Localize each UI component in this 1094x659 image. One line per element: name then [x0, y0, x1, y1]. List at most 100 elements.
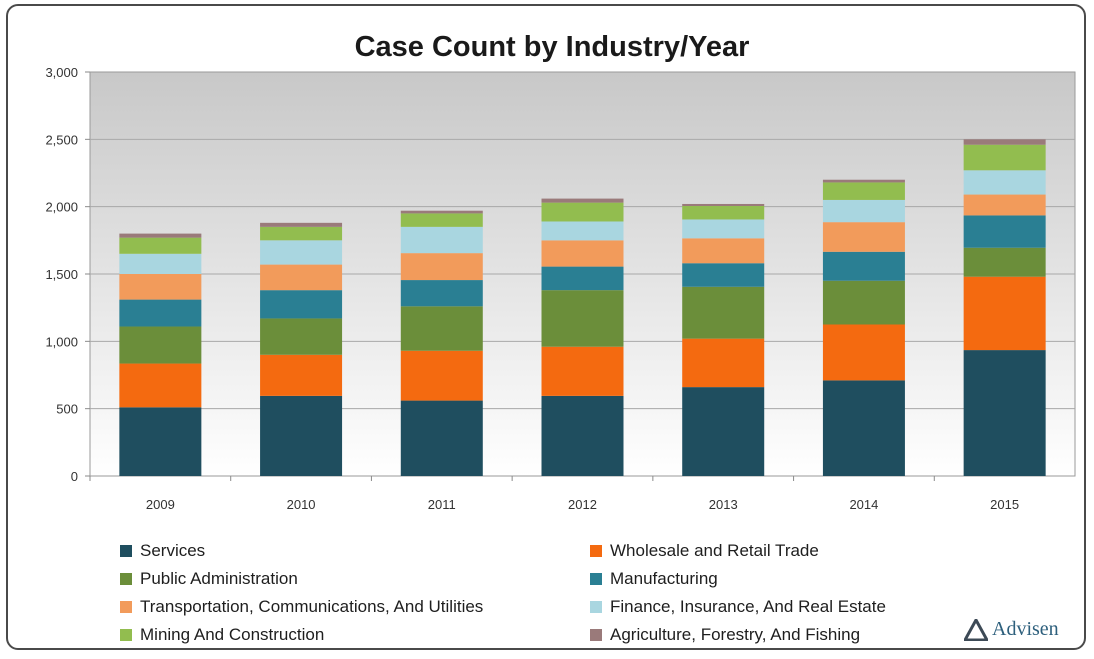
bar-segment — [822, 251, 905, 281]
bar-segment — [822, 182, 905, 200]
legend-swatch — [590, 572, 602, 585]
bar-segment — [963, 247, 1046, 277]
x-tick-label: 2014 — [849, 497, 878, 512]
bar-segment — [822, 280, 905, 325]
bar-segment — [822, 380, 905, 476]
bar-segment — [119, 274, 202, 300]
bar-segment — [541, 395, 624, 476]
bar-segment — [963, 194, 1046, 216]
legend-swatch — [120, 600, 132, 613]
bar-segment — [822, 179, 905, 183]
bar-segment — [682, 263, 765, 287]
bar-segment — [822, 199, 905, 223]
legend-item: Agriculture, Forestry, And Fishing — [590, 622, 1060, 647]
bar-segment — [682, 203, 765, 206]
y-tick-label: 3,000 — [45, 65, 78, 80]
x-tick-label: 2009 — [146, 497, 175, 512]
legend-item: Public Administration — [120, 566, 590, 591]
bar-segment — [119, 326, 202, 364]
legend-item: Manufacturing — [590, 566, 1060, 591]
bar-segment — [963, 350, 1046, 476]
bar-segment — [963, 144, 1046, 171]
bar-segment — [400, 306, 483, 351]
y-tick-label: 2,500 — [45, 132, 78, 147]
bar-segment — [682, 205, 765, 220]
bar-segment — [119, 407, 202, 476]
brand-name: Advisen — [992, 618, 1059, 640]
bar-segment — [260, 354, 343, 396]
x-tick-label: 2012 — [568, 497, 597, 512]
legend-item: Mining And Construction — [120, 622, 590, 647]
y-tick-label: 0 — [71, 469, 78, 484]
bar-segment — [963, 139, 1046, 145]
legend-label: Public Administration — [140, 568, 298, 588]
legend-swatch — [120, 628, 132, 641]
y-tick-label: 1,000 — [45, 334, 78, 349]
bar-segment — [541, 221, 624, 241]
bar-segment — [400, 350, 483, 401]
bar-segment — [119, 253, 202, 274]
x-tick-label: 2010 — [287, 497, 316, 512]
x-axis: 2009 2010 2011 2012 2013 2014 2015 — [89, 476, 1019, 512]
bar-segment — [260, 226, 343, 241]
bar-segment — [260, 395, 343, 476]
legend-item: Transportation, Communications, And Util… — [120, 594, 590, 619]
y-tick-label: 500 — [56, 402, 78, 417]
bar-segment — [260, 240, 343, 265]
bar-segment — [400, 213, 483, 227]
bar-segment — [400, 210, 483, 214]
x-tick-label: 2015 — [990, 497, 1019, 512]
bars — [119, 139, 1046, 476]
bar-segment — [541, 290, 624, 347]
bar-segment — [400, 253, 483, 281]
legend-swatch — [590, 544, 602, 557]
bar-segment — [963, 215, 1046, 248]
bar-segment — [119, 299, 202, 327]
legend-label: Agriculture, Forestry, And Fishing — [610, 624, 861, 644]
legend-label: Finance, Insurance, And Real Estate — [610, 596, 886, 616]
legend-swatch — [590, 600, 602, 613]
bar-segment — [260, 264, 343, 291]
bar-segment — [822, 222, 905, 252]
bar-segment — [400, 280, 483, 307]
bar-segment — [260, 222, 343, 227]
bar-segment — [541, 346, 624, 396]
chart-title: Case Count by Industry/Year — [355, 31, 750, 63]
bar-segment — [400, 226, 483, 254]
bar-segment — [260, 318, 343, 355]
legend-label: Mining And Construction — [140, 624, 325, 644]
legend-item: Wholesale and Retail Trade — [590, 538, 1060, 563]
legend-swatch — [590, 628, 602, 641]
bar-segment — [119, 363, 202, 408]
bar-segment — [119, 237, 202, 254]
brand-logo: Advisen — [964, 618, 1059, 641]
bar-segment — [682, 387, 765, 476]
legend-swatch — [120, 544, 132, 557]
y-tick-label: 1,500 — [45, 267, 78, 282]
legend-label: Manufacturing — [610, 568, 718, 588]
bar-segment — [682, 338, 765, 388]
bar-segment — [541, 198, 624, 203]
x-tick-label: 2013 — [709, 497, 738, 512]
legend-item: Services — [120, 538, 590, 563]
bar-segment — [682, 219, 765, 239]
triangle-logo-icon — [964, 618, 988, 641]
bar-segment — [822, 324, 905, 381]
bar-segment — [260, 290, 343, 319]
legend-swatch — [120, 572, 132, 585]
bar-segment — [963, 170, 1046, 195]
bar-segment — [963, 276, 1046, 351]
legend: Services Wholesale and Retail Trade Public… — [120, 538, 1060, 647]
x-tick-label: 2011 — [428, 497, 456, 512]
legend-label: Services — [140, 540, 206, 560]
bar-segment — [682, 286, 765, 339]
y-axis: 0 500 1,000 1,500 2,000 2,500 3,000 — [45, 65, 90, 484]
bar-segment — [541, 266, 624, 291]
bar-segment — [682, 238, 765, 264]
bar-segment — [541, 202, 624, 222]
bar-segment — [119, 233, 202, 238]
bar-segment — [400, 400, 483, 476]
y-tick-label: 2,000 — [45, 200, 78, 215]
legend-item: Finance, Insurance, And Real Estate — [590, 594, 1060, 619]
